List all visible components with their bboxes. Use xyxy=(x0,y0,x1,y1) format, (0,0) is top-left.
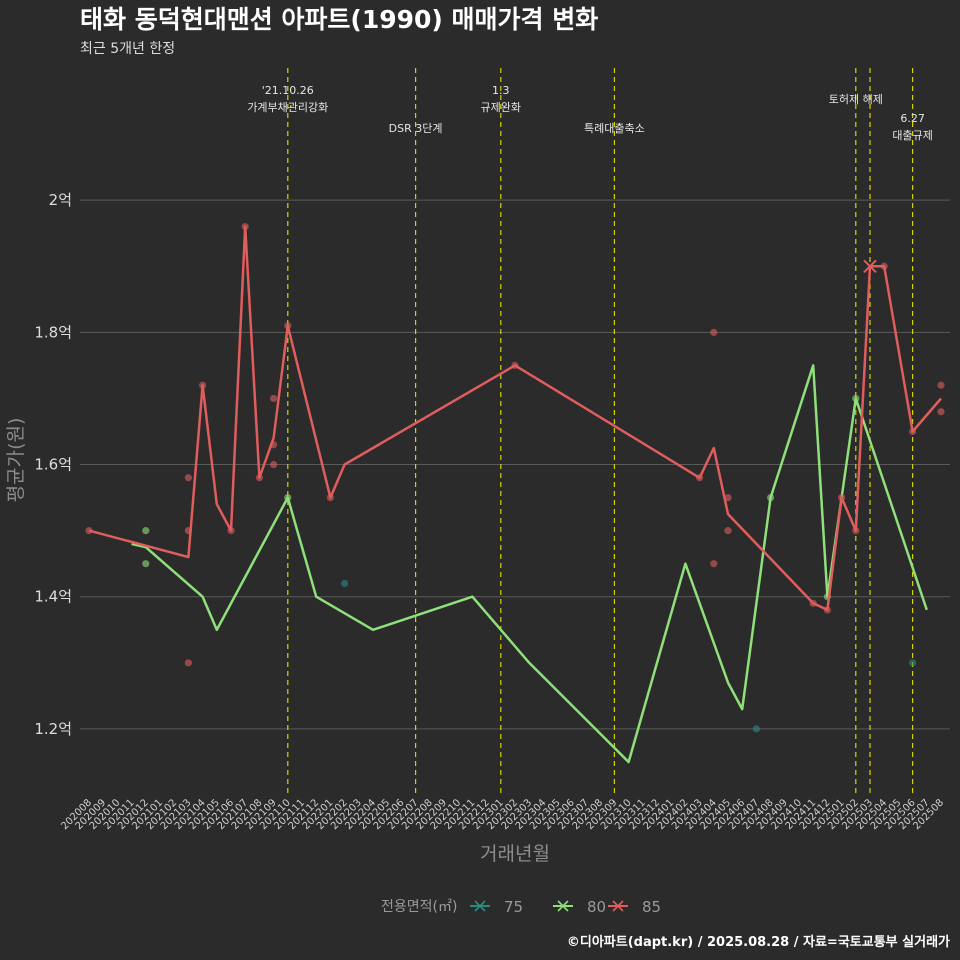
event-label: 1.3 xyxy=(492,84,510,97)
event-label: 대출규제 xyxy=(892,129,932,142)
data-point xyxy=(270,460,278,469)
y-tick-label: 1.4억 xyxy=(34,588,72,606)
series-80 xyxy=(131,364,928,764)
series-line xyxy=(131,364,928,764)
data-point xyxy=(937,408,945,416)
event-label: 토허제 해제 xyxy=(829,92,883,106)
legend-item-75: 75 xyxy=(470,898,523,916)
legend-label: 85 xyxy=(642,898,661,916)
chart-title: 태화 동덕현대맨션 아파트(1990) 매매가격 변화 xyxy=(80,5,598,34)
data-point xyxy=(142,527,150,535)
data-point xyxy=(142,560,150,568)
series-75 xyxy=(341,579,917,733)
y-axis-ticks: 1.2억 1.4억 1.6억 1.8억 2억 xyxy=(34,191,72,738)
data-series xyxy=(85,223,945,764)
x-axis-ticks: 2020082020092020102020112020122021012021… xyxy=(59,797,946,832)
y-tick-label: 1.6억 xyxy=(34,456,72,474)
data-point xyxy=(752,725,761,733)
y-axis-title: 평균가(원) xyxy=(5,418,27,503)
series-85 xyxy=(85,223,945,667)
event-label: DSR 3단계 xyxy=(389,122,443,135)
y-tick-label: 1.2억 xyxy=(34,720,72,738)
event-label: 규제완화 xyxy=(481,101,521,114)
data-point xyxy=(710,560,718,568)
data-point xyxy=(184,659,192,667)
chart-subtitle: 최근 5개년 한정 xyxy=(80,41,175,57)
legend-cross xyxy=(612,900,624,912)
data-point xyxy=(341,579,349,588)
data-point xyxy=(184,474,192,482)
data-point xyxy=(937,381,945,389)
event-label: '21.10.26 xyxy=(262,84,314,97)
legend: 전용면적(㎡) 75 80 85 xyxy=(381,898,661,916)
legend-cross xyxy=(557,900,569,912)
event-label: 특례대출축소 xyxy=(584,122,645,135)
legend-item-80: 80 xyxy=(553,898,606,916)
y-tick-label: 1.8억 xyxy=(34,323,72,341)
y-tick-label: 2억 xyxy=(49,191,72,209)
cross-marker xyxy=(863,259,877,273)
data-point xyxy=(270,394,278,403)
legend-title: 전용면적(㎡) xyxy=(381,899,457,915)
event-label: 6.27 xyxy=(900,112,925,125)
data-point xyxy=(724,493,732,502)
legend-cross xyxy=(474,900,486,912)
x-axis-title: 거래년월 xyxy=(480,843,550,865)
legend-label: 75 xyxy=(504,898,523,916)
data-point xyxy=(909,659,917,667)
event-label: 가계부채관리강화 xyxy=(247,101,328,114)
legend-item-85: 85 xyxy=(608,898,661,916)
legend-label: 80 xyxy=(587,898,606,916)
series-line xyxy=(88,225,942,612)
data-point xyxy=(710,328,718,336)
data-point xyxy=(724,527,732,535)
grid-lines xyxy=(80,199,950,730)
source-caption: ©디아파트(dapt.kr) / 2025.08.28 / 자료=국토교통부 실… xyxy=(567,934,950,950)
